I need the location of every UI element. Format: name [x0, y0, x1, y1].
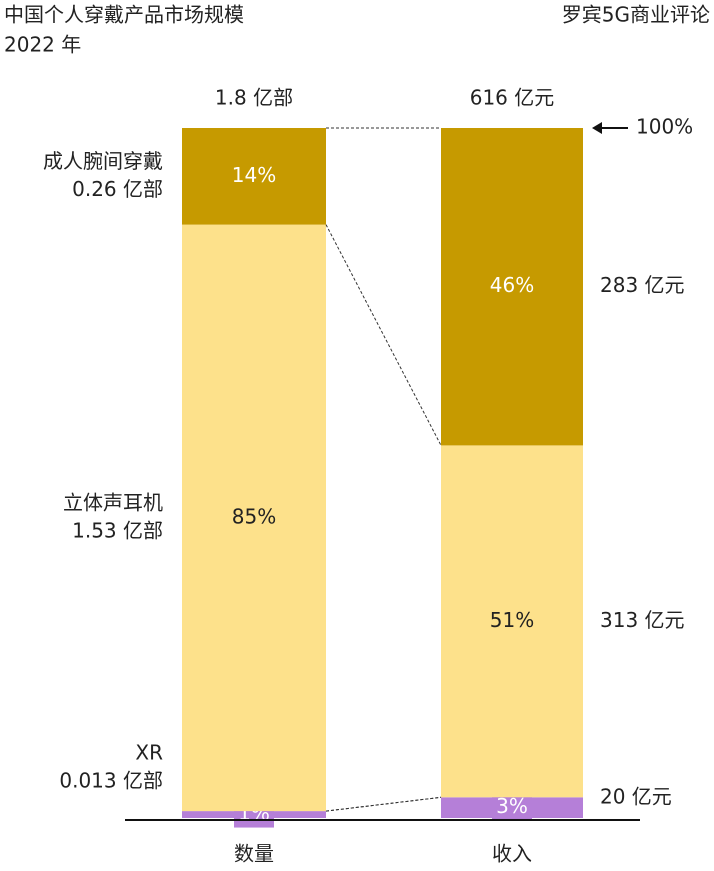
quantity-label: 1.53 亿部	[72, 518, 163, 542]
quantity-label: 0.013 亿部	[59, 769, 163, 793]
value-label: 51%	[490, 608, 534, 632]
value-label: 14%	[232, 163, 276, 187]
value-label: 3%	[496, 794, 528, 818]
bar-segment	[182, 224, 326, 812]
source: 罗宾5G商业评论	[562, 3, 710, 27]
revenue-label: 283 亿元	[600, 273, 685, 297]
value-label: 46%	[490, 273, 534, 297]
x-tick-label: 收入	[492, 842, 532, 866]
bar-segment	[182, 128, 326, 225]
connector	[325, 224, 442, 446]
bar-segment	[441, 128, 583, 446]
total-label: 616 亿元	[470, 86, 555, 110]
bar-segment	[441, 445, 583, 798]
chart-subtitle: 2022 年	[4, 33, 81, 57]
connector	[325, 796, 442, 812]
revenue-label: 20 亿元	[600, 785, 672, 809]
series-name: 立体声耳机	[63, 490, 163, 514]
quantity-label: 0.26 亿部	[72, 177, 163, 201]
chart-title: 中国个人穿戴产品市场规模	[4, 3, 244, 27]
value-label: 85%	[232, 504, 276, 528]
series-name: 成人腕间穿戴	[43, 149, 163, 173]
y-tick-label: 100%	[636, 115, 693, 139]
x-tick-label: 数量	[234, 842, 274, 866]
series-name: XR	[135, 741, 163, 765]
revenue-label: 313 亿元	[600, 608, 685, 632]
arrow-head	[592, 122, 602, 134]
value-label-box	[492, 794, 532, 821]
total-label: 1.8 亿部	[215, 86, 293, 110]
